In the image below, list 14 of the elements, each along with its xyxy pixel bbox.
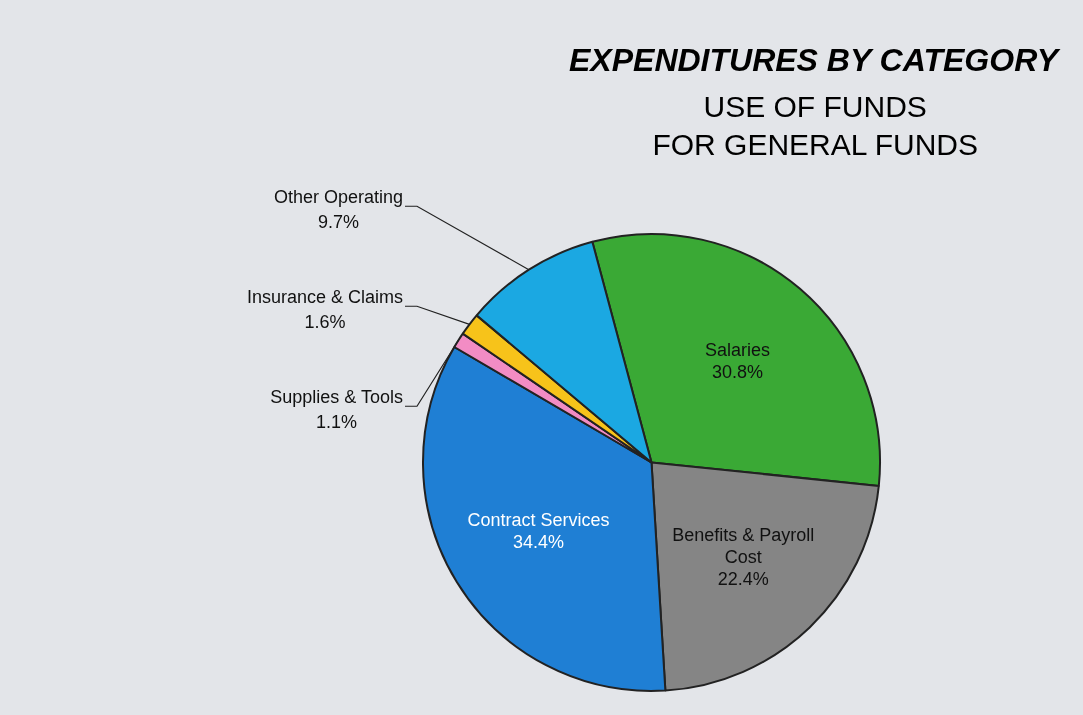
data-label: 1.1% xyxy=(315,412,357,433)
chart-subtitle: USE OF FUNDS FOR GENERAL FUNDS xyxy=(652,89,978,163)
data-label: 30.8% xyxy=(711,361,763,382)
data-label: 9.7% xyxy=(317,212,359,233)
slice-label: Insurance & Claims xyxy=(246,287,403,308)
slice-label: Supplies & Tools xyxy=(270,387,403,408)
slice-label: Contract Services xyxy=(467,509,610,530)
data-label: 22.4% xyxy=(717,569,769,590)
data-label: 34.4% xyxy=(513,531,565,552)
data-label: 1.6% xyxy=(304,312,346,333)
slice-label: Benefits & Payroll Cost xyxy=(672,525,815,568)
chart-title: EXPENDITURES BY CATEGORY xyxy=(569,42,1058,79)
slice-label: Salaries xyxy=(704,339,770,360)
slice-label: Other Operating xyxy=(273,187,403,208)
